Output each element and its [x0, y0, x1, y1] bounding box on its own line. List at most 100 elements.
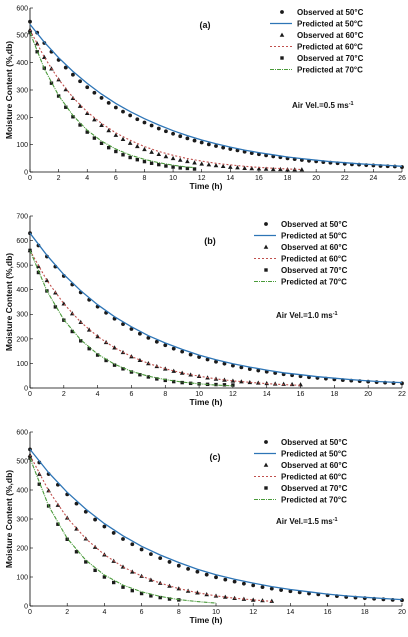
series-line	[29, 29, 302, 171]
data-point	[171, 346, 176, 351]
y-tick-label: 100	[16, 361, 28, 368]
y-axis-label: Moisture Content (%,db)	[4, 470, 14, 568]
series-5	[29, 32, 195, 169]
legend-marker	[263, 462, 269, 467]
data-point	[164, 164, 168, 168]
data-point	[178, 166, 182, 170]
data-point	[158, 595, 162, 600]
x-tick-label: 20	[312, 175, 320, 182]
legend-label: Observed at 70°C	[297, 54, 364, 63]
data-point	[149, 149, 154, 154]
x-axis-label: Time (h)	[190, 181, 223, 191]
data-point	[157, 162, 161, 167]
data-point	[221, 145, 226, 150]
data-point	[85, 130, 89, 134]
data-point	[188, 372, 193, 377]
legend-label: Observed at 50°C	[281, 220, 348, 229]
data-point	[170, 155, 176, 161]
data-point	[63, 65, 68, 70]
data-point	[77, 103, 83, 108]
data-point	[278, 166, 283, 172]
data-point	[163, 378, 167, 383]
data-point	[195, 569, 200, 574]
panel-label: (c)	[210, 452, 221, 462]
x-tick-label: 0	[28, 391, 32, 398]
data-point	[95, 334, 100, 339]
series-line	[29, 232, 403, 384]
x-tick-label: 6	[114, 175, 118, 182]
data-point	[28, 19, 32, 24]
data-point	[149, 161, 154, 165]
data-point	[83, 509, 88, 514]
data-point	[242, 581, 246, 586]
data-point	[156, 151, 162, 157]
x-tick-label: 2	[57, 175, 61, 182]
legend-label: Predicted at 60°C	[297, 43, 363, 52]
data-point	[121, 153, 125, 157]
data-point	[249, 166, 255, 171]
series-line	[29, 32, 195, 169]
data-point	[121, 537, 125, 541]
data-point	[247, 367, 252, 371]
data-point	[112, 363, 117, 367]
data-point	[230, 378, 236, 383]
legend-marker	[264, 486, 268, 490]
x-tick-label: 14	[263, 391, 271, 398]
data-point	[192, 167, 197, 171]
data-point	[199, 161, 204, 166]
legend-marker	[280, 56, 284, 60]
series-3	[29, 250, 301, 386]
legend-marker	[264, 268, 268, 272]
data-point	[164, 129, 168, 134]
series-1	[29, 23, 403, 167]
data-point	[102, 575, 107, 579]
data-point	[185, 166, 190, 171]
data-point	[70, 329, 74, 334]
data-point	[130, 588, 134, 593]
y-tick-label: 400	[16, 287, 28, 294]
data-point	[135, 117, 140, 122]
data-point	[281, 381, 286, 386]
data-point	[106, 145, 111, 150]
series-2	[27, 248, 303, 387]
data-point	[120, 136, 126, 141]
data-point	[154, 339, 159, 344]
data-point	[142, 146, 147, 152]
data-point	[113, 105, 118, 110]
air-velocity-note: Air Vel.=1.5 ms-1	[276, 517, 338, 526]
data-point	[156, 126, 161, 131]
series-5	[29, 250, 233, 387]
data-point	[37, 482, 41, 486]
data-point	[149, 594, 153, 598]
data-point	[178, 134, 183, 139]
data-point	[172, 379, 176, 384]
x-tick-label: 10	[212, 609, 220, 616]
data-point	[28, 456, 32, 460]
x-tick-label: 14	[226, 175, 234, 182]
data-point	[114, 149, 118, 154]
y-tick-label: 300	[16, 87, 28, 94]
data-point	[222, 361, 227, 366]
data-point	[128, 155, 132, 160]
data-point	[146, 361, 151, 366]
data-point	[84, 110, 90, 116]
y-tick-label: 500	[16, 33, 28, 40]
data-point	[222, 377, 227, 382]
data-point	[192, 138, 197, 143]
data-point	[228, 164, 233, 169]
data-point	[106, 100, 111, 105]
x-tick-label: 16	[255, 175, 263, 182]
data-point	[247, 379, 253, 385]
data-point	[135, 143, 140, 149]
series-line	[29, 23, 403, 167]
data-point	[299, 167, 305, 172]
legend-label: Observed at 50°C	[281, 438, 348, 447]
data-point	[36, 270, 41, 275]
air-velocity-note: Air Vel.=0.5 ms-1	[292, 101, 354, 110]
data-point	[158, 556, 163, 561]
data-point	[256, 368, 261, 373]
data-point	[99, 96, 104, 100]
y-tick-label: 200	[16, 115, 28, 122]
data-point	[142, 120, 147, 125]
